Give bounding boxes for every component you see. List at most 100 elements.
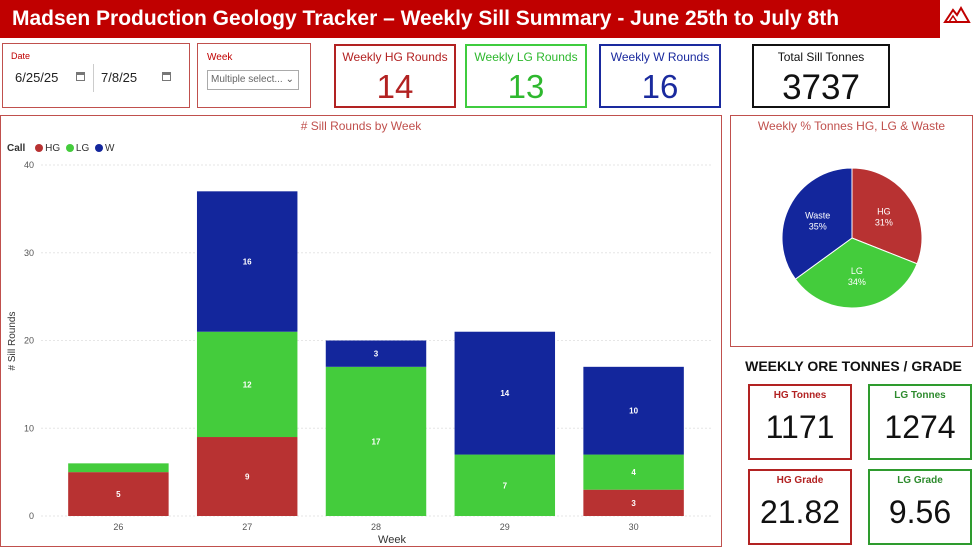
bar-data-label: 16 <box>243 258 252 267</box>
bar-data-label: 9 <box>245 473 250 482</box>
bar-data-label: 4 <box>631 468 636 477</box>
bar-segment-lg <box>325 366 427 516</box>
kpi-w-label: Weekly W Rounds <box>610 50 710 64</box>
lg-tonnes-value: 1274 <box>884 409 956 445</box>
x-tick-label: 29 <box>500 522 510 532</box>
divider <box>93 64 94 92</box>
pie-chart-title: Weekly % Tonnes HG, LG & Waste <box>757 119 946 133</box>
bar-data-label: 10 <box>629 407 638 416</box>
bar-data-label: 14 <box>500 389 509 398</box>
y-tick-label: 0 <box>29 511 34 521</box>
title-bar: Madsen Production Geology Tracker – Week… <box>0 0 940 38</box>
calendar-icon[interactable] <box>76 72 85 81</box>
y-tick-label: 40 <box>24 160 34 170</box>
bar-data-label: 3 <box>631 499 636 508</box>
pie-chart-card: Weekly % Tonnes HG, LG & Waste HG 31% LG 34… <box>730 115 973 347</box>
lg-tonnes-tile: LG Tonnes 1274 <box>868 384 972 460</box>
ore-section-title: WEEKLY ORE TONNES / GRADE <box>745 358 962 374</box>
bar-data-label: 12 <box>243 380 252 389</box>
bar-chart: 0 10 20 30 40 5 26 9 12 16 27 17 3 28 7 14 29 3 4 10 30 Week #… <box>7 160 713 546</box>
bar-data-label: 3 <box>374 350 379 359</box>
bar-segment-w <box>583 366 684 455</box>
lg-grade-label: LG Grade <box>897 475 943 486</box>
bar-segment-lg <box>196 331 298 438</box>
y-tick-label: 10 <box>24 423 34 433</box>
bar-segment-w <box>196 191 298 332</box>
kpi-lg-rounds: Weekly LG Rounds 13 <box>465 44 587 108</box>
pie-slice-lg <box>794 237 918 309</box>
pie-slice-percent: 31% <box>875 217 893 227</box>
bar-segment-w <box>325 340 427 367</box>
hg-grade-value: 21.82 <box>759 494 841 530</box>
calendar-icon[interactable] <box>162 72 171 81</box>
legend-lg-swatch <box>65 144 74 152</box>
bar-segment-hg <box>68 472 169 516</box>
lg-grade-tile: LG Grade 9.56 <box>868 469 972 545</box>
pie-slice-percent: 35% <box>809 222 827 232</box>
legend-hg-swatch <box>35 144 44 152</box>
hg-grade-label: HG Grade <box>776 475 824 486</box>
x-tick-label: 28 <box>371 522 381 532</box>
kpi-lg-value: 13 <box>507 68 545 105</box>
x-tick-label: 30 <box>629 522 639 532</box>
legend-title: Call <box>7 143 26 154</box>
lg-tonnes-label: LG Tonnes <box>894 390 946 401</box>
date-start-value: 6/25/25 <box>15 70 59 85</box>
kpi-lg-label: Weekly LG Rounds <box>474 50 578 64</box>
hg-grade-tile: HG Grade 21.82 <box>748 469 852 545</box>
kpi-hg-label: Weekly HG Rounds <box>342 50 448 64</box>
hg-tonnes-value: 1171 <box>765 409 835 445</box>
bar-chart-title: # Sill Rounds by Week <box>300 119 422 133</box>
kpi-w-value: 16 <box>641 68 679 105</box>
kpi-total-tonnes: Total Sill Tonnes 3737 <box>752 44 890 108</box>
company-logo <box>940 0 975 38</box>
kpi-total-value: 3737 <box>782 68 860 107</box>
date-end-value: 7/8/25 <box>101 70 138 85</box>
pie-slice-waste <box>781 167 853 280</box>
pie-slice-name: LG <box>851 266 863 276</box>
bar-segment-hg <box>196 437 298 516</box>
hg-tonnes-label: HG Tonnes <box>773 390 827 401</box>
date-label: Date <box>11 51 31 61</box>
date-filter: Date 6/25/25 7/8/25 <box>2 43 190 108</box>
bar-data-label: 17 <box>372 437 381 446</box>
bar-chart-legend: Call HG LG W <box>7 143 114 154</box>
date-start-input[interactable]: 6/25/25 <box>11 66 87 90</box>
legend-lg[interactable]: LG <box>75 143 90 154</box>
legend-hg[interactable]: HG <box>45 143 61 154</box>
bar-segment-lg <box>68 463 169 473</box>
hg-tonnes-tile: HG Tonnes 1171 <box>748 384 852 460</box>
week-dropdown[interactable]: Multiple select... ⌄ <box>207 70 299 90</box>
x-axis-label: Week <box>378 534 406 546</box>
bar-data-label: 5 <box>116 490 121 499</box>
x-tick-label: 27 <box>242 522 252 532</box>
kpi-hg-value: 14 <box>376 68 414 105</box>
lg-grade-value: 9.56 <box>888 494 952 530</box>
pie-slice-name: HG <box>877 206 891 216</box>
x-tick-label: 26 <box>113 522 123 532</box>
week-dropdown-value: Multiple select... <box>211 74 283 85</box>
logo-icon <box>943 5 971 23</box>
bar-segment-w <box>454 331 556 455</box>
kpi-total-label: Total Sill Tonnes <box>777 50 865 64</box>
pie-slice-name: Waste <box>805 211 830 221</box>
bar-chart-card: # Sill Rounds by Week Call HG LG W 0 10 20… <box>0 115 722 547</box>
pie-slice-percent: 34% <box>848 277 866 287</box>
week-filter: Week Multiple select... ⌄ <box>197 43 311 108</box>
bar-segment-lg <box>454 454 556 516</box>
chevron-down-icon: ⌄ <box>285 74 294 85</box>
y-tick-label: 30 <box>24 248 34 258</box>
kpi-w-rounds: Weekly W Rounds 16 <box>599 44 721 108</box>
kpi-hg-rounds: Weekly HG Rounds 14 <box>334 44 456 108</box>
y-axis-label: # Sill Rounds <box>7 312 18 371</box>
pie-slice-hg <box>851 167 923 265</box>
week-label: Week <box>207 52 233 63</box>
y-tick-label: 20 <box>24 336 34 346</box>
page-title: Madsen Production Geology Tracker – Week… <box>12 7 840 30</box>
bar-segment-hg <box>583 489 684 516</box>
legend-w-swatch <box>95 144 104 152</box>
legend-w[interactable]: W <box>105 143 115 154</box>
date-end-input[interactable]: 7/8/25 <box>97 66 173 90</box>
bar-segment-lg <box>583 454 684 490</box>
